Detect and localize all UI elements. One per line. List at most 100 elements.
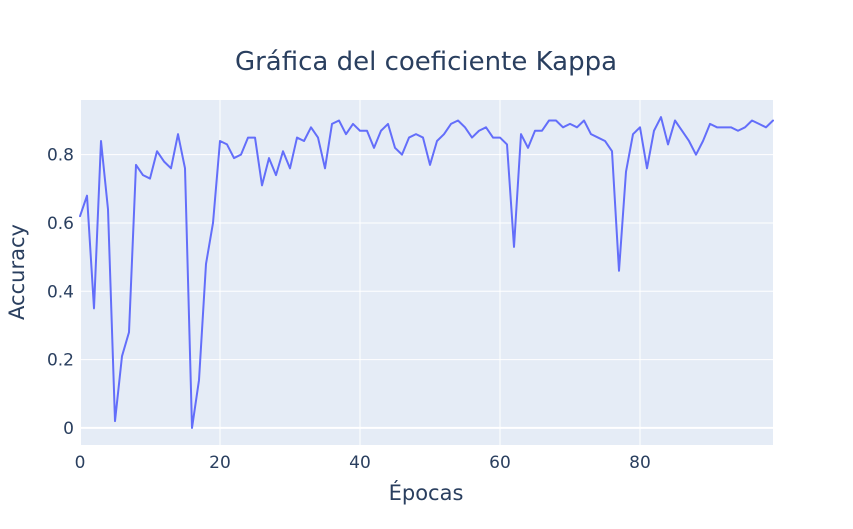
data-point <box>253 136 257 140</box>
data-point <box>78 214 82 218</box>
data-point <box>533 129 537 133</box>
data-point <box>449 122 453 126</box>
y-tick-label: 0 <box>63 419 74 439</box>
x-tick-label: 80 <box>629 453 651 473</box>
data-point <box>680 129 684 133</box>
data-point <box>428 163 432 167</box>
data-point <box>610 149 614 153</box>
data-point <box>316 136 320 140</box>
data-point <box>757 122 761 126</box>
data-point <box>519 132 523 136</box>
data-point <box>246 136 250 140</box>
data-point <box>764 125 768 129</box>
data-point <box>295 136 299 140</box>
data-point <box>148 177 152 181</box>
data-point <box>204 262 208 266</box>
data-point <box>575 125 579 129</box>
data-point <box>414 132 418 136</box>
data-point <box>302 139 306 143</box>
data-point <box>568 122 572 126</box>
data-point <box>463 125 467 129</box>
data-point <box>617 269 621 273</box>
data-point <box>92 306 96 310</box>
data-point <box>218 139 222 143</box>
data-point <box>141 173 145 177</box>
data-point <box>631 132 635 136</box>
data-point <box>372 146 376 150</box>
data-point <box>442 132 446 136</box>
data-point <box>561 125 565 129</box>
data-point <box>386 122 390 126</box>
data-point <box>106 207 110 211</box>
data-point <box>190 426 194 430</box>
data-point <box>540 129 544 133</box>
data-point <box>267 156 271 160</box>
data-point <box>491 136 495 140</box>
data-point <box>176 132 180 136</box>
data-point <box>281 149 285 153</box>
data-point <box>85 194 89 198</box>
x-tick-label: 40 <box>349 453 371 473</box>
data-point <box>162 159 166 163</box>
data-point <box>134 163 138 167</box>
data-point <box>694 153 698 157</box>
data-point <box>351 122 355 126</box>
data-point <box>666 142 670 146</box>
data-point <box>330 122 334 126</box>
data-point <box>435 139 439 143</box>
data-point <box>407 136 411 140</box>
data-point <box>652 129 656 133</box>
data-point <box>260 183 264 187</box>
data-point <box>526 146 530 150</box>
data-point <box>687 139 691 143</box>
data-point <box>596 136 600 140</box>
data-point <box>337 119 341 123</box>
series-layer <box>78 116 775 430</box>
y-tick-label: 0.8 <box>47 146 74 166</box>
data-point <box>379 129 383 133</box>
data-point <box>729 125 733 129</box>
data-point <box>225 142 229 146</box>
data-point <box>274 173 278 177</box>
x-axis-label: Épocas <box>389 480 464 505</box>
data-point <box>736 129 740 133</box>
data-point <box>771 119 775 123</box>
data-point <box>722 125 726 129</box>
data-point <box>400 153 404 157</box>
data-point <box>708 122 712 126</box>
data-point <box>554 119 558 123</box>
data-point <box>183 166 187 170</box>
data-point <box>645 166 649 170</box>
y-axis-label: Accuracy <box>5 224 29 320</box>
data-point <box>344 132 348 136</box>
data-point <box>127 330 131 334</box>
data-point <box>589 132 593 136</box>
data-point <box>323 166 327 170</box>
data-point <box>673 119 677 123</box>
data-point <box>155 149 159 153</box>
data-point <box>603 139 607 143</box>
data-point <box>498 136 502 140</box>
x-tick-label: 20 <box>209 453 231 473</box>
y-tick-label: 0.6 <box>47 214 74 234</box>
y-tick-label: 0.2 <box>47 351 74 371</box>
data-point <box>309 125 313 129</box>
data-point <box>750 119 754 123</box>
plot-background <box>80 100 773 445</box>
x-tick-label: 60 <box>489 453 511 473</box>
series-line <box>79 116 774 429</box>
data-point <box>470 136 474 140</box>
data-point <box>120 354 124 358</box>
data-point <box>288 166 292 170</box>
tick-layer: 0 20 40 60 80 0 0.2 0.4 0.6 0.8 <box>47 146 651 473</box>
data-point <box>393 146 397 150</box>
chart-title: Gráfica del coeficiente Kappa <box>235 47 617 77</box>
data-point <box>701 139 705 143</box>
data-point <box>624 170 628 174</box>
data-point <box>547 119 551 123</box>
data-point <box>638 125 642 129</box>
data-point <box>743 125 747 129</box>
data-point <box>512 245 516 249</box>
